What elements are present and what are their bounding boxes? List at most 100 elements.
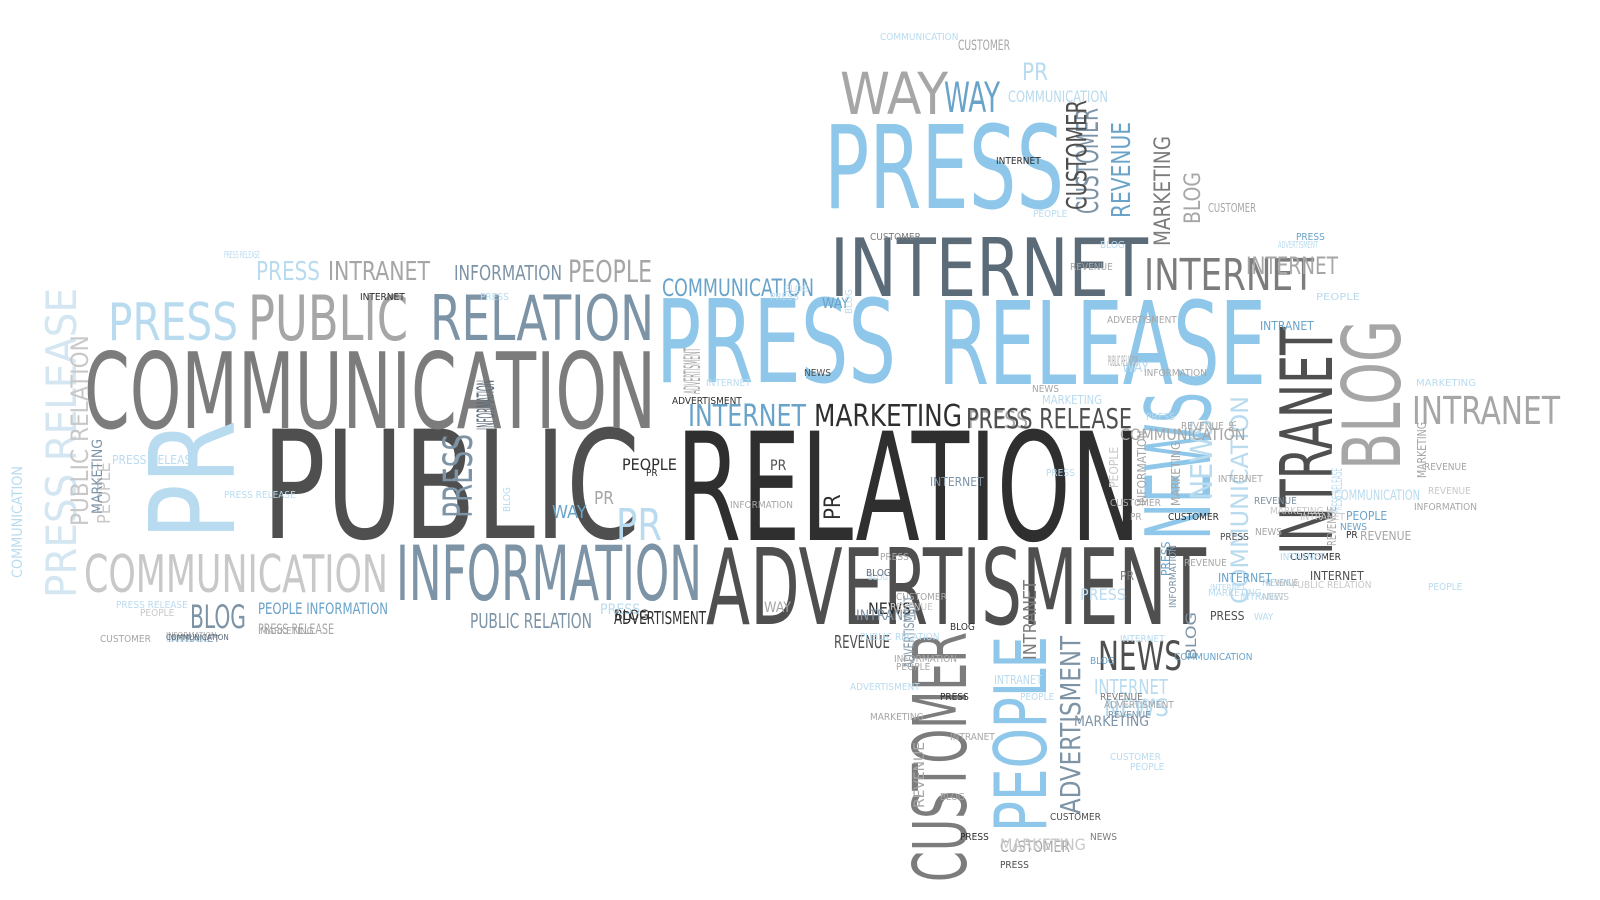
cloud-word-intranet: INTRANET <box>168 634 221 645</box>
cloud-word-revenue: REVENUE <box>1070 262 1113 273</box>
cloud-word-press: PRESS <box>1210 609 1245 623</box>
cloud-word-customer: CUSTOMER <box>958 38 1010 54</box>
cloud-word-revenue: REVENUE <box>1266 578 1298 589</box>
cloud-word-blog: BLOG <box>844 289 855 314</box>
cloud-word-blog: BLOG <box>1181 172 1206 224</box>
cloud-word-communication: COMMUNICATION <box>1226 396 1254 604</box>
cloud-word-people-information: PEOPLE INFORMATION <box>258 599 388 618</box>
cloud-word-public-relation: PUBLIC RELATION <box>1292 580 1372 591</box>
cloud-word-advertisment: ADVERTISMENT <box>1054 635 1087 814</box>
cloud-word-marketing: MARKETING <box>814 399 962 434</box>
cloud-word-marketing: MARKETING <box>870 712 924 723</box>
cloud-word-internet: INTERNET <box>1210 583 1246 592</box>
cloud-word-press: PRESS <box>968 406 1028 434</box>
cloud-word-pr: PR <box>616 500 662 551</box>
cloud-word-internet: INTERNET <box>1246 252 1339 280</box>
cloud-word-pr: PR <box>770 458 787 474</box>
cloud-word-advertisment: ADVERTISMENT <box>1278 240 1318 251</box>
cloud-word-internet: INTERNET <box>930 475 984 489</box>
cloud-word-information: INFORMATION <box>730 500 793 511</box>
cloud-word-marketing: MARKETING <box>1151 136 1176 246</box>
cloud-word-marketing: MARKETING <box>1042 393 1102 407</box>
cloud-word-internet: INTERNET <box>996 156 1041 167</box>
cloud-word-way: WAY <box>1254 612 1274 623</box>
cloud-word-press-release: PRESS RELEASE <box>966 402 1132 435</box>
cloud-word-communication: COMMUNICATION <box>84 545 388 605</box>
cloud-word-people: PEOPLE <box>568 255 652 290</box>
cloud-word-revenue: REVENUE <box>1428 486 1471 497</box>
cloud-word-people: PEOPLE <box>140 608 175 619</box>
cloud-word-way: WAY <box>764 600 791 616</box>
cloud-word-public-relation: PUBLIC RELATION <box>860 632 940 643</box>
cloud-word-press: PRESS <box>656 276 896 410</box>
cloud-word-news: NEWS <box>1262 592 1289 603</box>
cloud-word-pr: PR <box>124 420 262 540</box>
cloud-word-intranet: INTRANET <box>856 608 919 624</box>
cloud-word-information: INFORMATION <box>454 261 562 285</box>
cloud-word-press: PRESS <box>436 434 482 518</box>
cloud-word-communication: COMMUNICATION <box>84 331 656 453</box>
cloud-word-release: RELEASE <box>938 278 1266 412</box>
cloud-word-intranet: INTRANET <box>1412 389 1560 433</box>
cloud-word-press: PRESS <box>770 292 799 303</box>
cloud-word-public: PUBLIC <box>248 282 408 355</box>
cloud-word-blog: BLOG <box>614 608 649 624</box>
cloud-word-people: PEOPLE <box>1020 692 1055 703</box>
cloud-word-people: PEOPLE <box>1132 697 1166 711</box>
cloud-word-pr: PR <box>1130 512 1142 523</box>
cloud-word-customer: CUSTOMER <box>896 592 947 603</box>
cloud-word-intranet: INTRANET <box>1265 327 1349 555</box>
cloud-word-internet: INTERNET <box>830 222 1149 315</box>
cloud-word-customer: CUSTOMER <box>1168 512 1219 523</box>
cloud-word-revenue: REVENUE <box>834 632 890 653</box>
cloud-word-people: PEOPLE <box>1033 209 1068 220</box>
cloud-word-communication: COMMUNICATION <box>1174 652 1252 663</box>
cloud-word-blog: BLOG <box>784 284 809 295</box>
cloud-word-revenue: REVENUE <box>1254 496 1297 507</box>
cloud-word-blog: BLOG <box>950 622 975 633</box>
cloud-word-internet: INTERNET <box>1094 675 1169 699</box>
cloud-word-internet: INTERNET <box>1218 571 1272 585</box>
cloud-word-customer: CUSTOMER <box>1290 552 1341 563</box>
cloud-word-public-relation: PUBLIC RELATION <box>1108 354 1138 370</box>
cloud-word-information: INFORMATION <box>1168 545 1179 608</box>
cloud-word-advertisment: ADVERTISMENT <box>614 608 706 629</box>
cloud-word-people: PEOPLE <box>1346 509 1387 523</box>
cloud-word-customer: CUSTOMER <box>1071 108 1106 214</box>
cloud-word-press: PRESS <box>256 257 320 287</box>
cloud-word-relation: RELATION <box>430 282 654 355</box>
cloud-word-intranet: INTRANET <box>1280 552 1325 563</box>
cloud-word-communication: COMMUNICATION <box>1334 488 1420 504</box>
cloud-word-marketing: MARKETING <box>1000 835 1086 854</box>
cloud-word-intranet: INTRANET <box>1240 592 1285 603</box>
cloud-word-blog: BLOG <box>868 573 888 582</box>
cloud-word-pr: PR <box>1346 530 1358 541</box>
cloud-word-communication: COMMUNICATION <box>662 274 814 302</box>
cloud-word-people: PEOPLE <box>94 462 115 524</box>
cloud-word-information: INFORMATION <box>1144 368 1207 379</box>
cloud-word-communication: COMMUNICATION <box>10 466 26 578</box>
cloud-word-revenue: REVENUE <box>890 602 933 613</box>
cloud-word-customer: CUSTOMER <box>1060 100 1093 210</box>
cloud-word-press-release: PRESS RELEASE <box>224 490 296 501</box>
cloud-word-pr: PR <box>1022 58 1048 86</box>
cloud-word-blog: BLOG <box>1326 320 1419 470</box>
cloud-word-news: NEWS <box>1104 694 1169 722</box>
cloud-word-people: PEOPLE <box>979 636 1063 832</box>
cloud-word-news: NEWS <box>1185 419 1220 500</box>
cloud-word-people: PEOPLE <box>1107 447 1121 488</box>
cloud-word-news: NEWS <box>804 368 831 379</box>
cloud-word-marketing: MARKETING <box>1169 442 1183 506</box>
cloud-word-internet: INTERNET <box>360 292 405 303</box>
cloud-word-relation: RELATION <box>676 402 1141 576</box>
cloud-word-information: INFORMATION <box>1414 502 1477 513</box>
cloud-word-advertisment: ADVERTISMENT <box>1107 315 1177 326</box>
cloud-word-communication: COMMUNICATION <box>880 32 958 43</box>
cloud-word-public-relation: PUBLIC RELATION <box>66 335 94 526</box>
cloud-word-customer: CUSTOMER <box>1110 752 1161 763</box>
cloud-word-way: WAY <box>822 296 849 312</box>
cloud-word-internet: INTERNET <box>1144 250 1315 301</box>
cloud-word-customer: CUSTOMER <box>100 634 151 645</box>
